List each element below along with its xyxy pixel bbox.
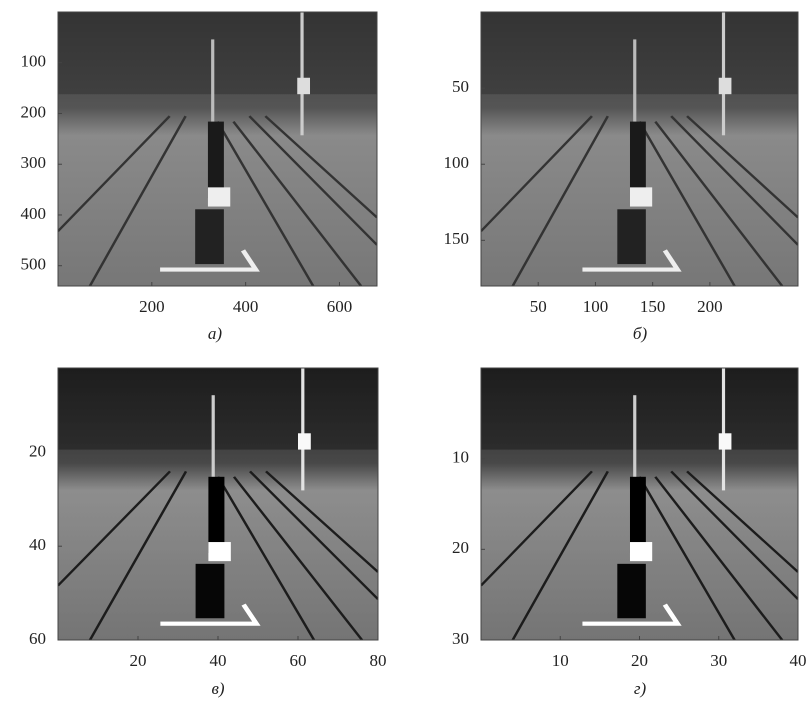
figure: 200 400 600 100 200 300 400 500 а) 50 100 150 200 50 1… <box>0 0 808 705</box>
x-tick-label: 400 <box>233 297 259 316</box>
x-tick-label: 20 <box>631 651 648 670</box>
y-tick-label: 100 <box>444 153 470 172</box>
x-tick-label: 40 <box>210 651 227 670</box>
y-tick-label: 40 <box>29 535 46 554</box>
x-tick-label: 40 <box>790 651 807 670</box>
panel-image <box>58 368 378 640</box>
y-tick-label: 60 <box>29 629 46 648</box>
panel: 10 20 30 40 10 20 30 г) <box>452 368 807 698</box>
y-tick-label: 500 <box>21 255 47 274</box>
x-tick-label: 60 <box>290 651 307 670</box>
panel: 50 100 150 200 50 100 150 б) <box>444 12 799 343</box>
y-tick-label: 50 <box>452 77 469 96</box>
panel-image <box>481 12 798 286</box>
panel: 20 40 60 80 20 40 60 в) <box>29 368 387 698</box>
caption: в) <box>211 679 224 698</box>
x-tick-label: 200 <box>139 297 165 316</box>
y-tick-label: 200 <box>21 102 47 121</box>
y-tick-label: 100 <box>21 52 47 71</box>
y-tick-label: 150 <box>444 229 470 248</box>
panel-image <box>481 368 798 640</box>
x-tick-label: 80 <box>370 651 387 670</box>
panel-image <box>58 12 377 286</box>
x-tick-label: 200 <box>697 297 723 316</box>
y-tick-label: 300 <box>21 153 47 172</box>
y-tick-label: 30 <box>452 629 469 648</box>
caption: а) <box>208 324 223 343</box>
x-tick-label: 30 <box>710 651 727 670</box>
x-tick-label: 10 <box>552 651 569 670</box>
y-tick-label: 400 <box>21 204 47 223</box>
x-tick-label: 150 <box>640 297 666 316</box>
y-tick-label: 10 <box>452 448 469 467</box>
caption: б) <box>633 324 648 343</box>
caption: г) <box>634 679 647 698</box>
x-tick-label: 20 <box>130 651 147 670</box>
x-tick-label: 100 <box>583 297 609 316</box>
x-tick-label: 50 <box>530 297 547 316</box>
y-tick-label: 20 <box>452 538 469 557</box>
y-tick-label: 20 <box>29 441 46 460</box>
x-tick-label: 600 <box>327 297 353 316</box>
panel: 200 400 600 100 200 300 400 500 а) <box>21 12 378 343</box>
